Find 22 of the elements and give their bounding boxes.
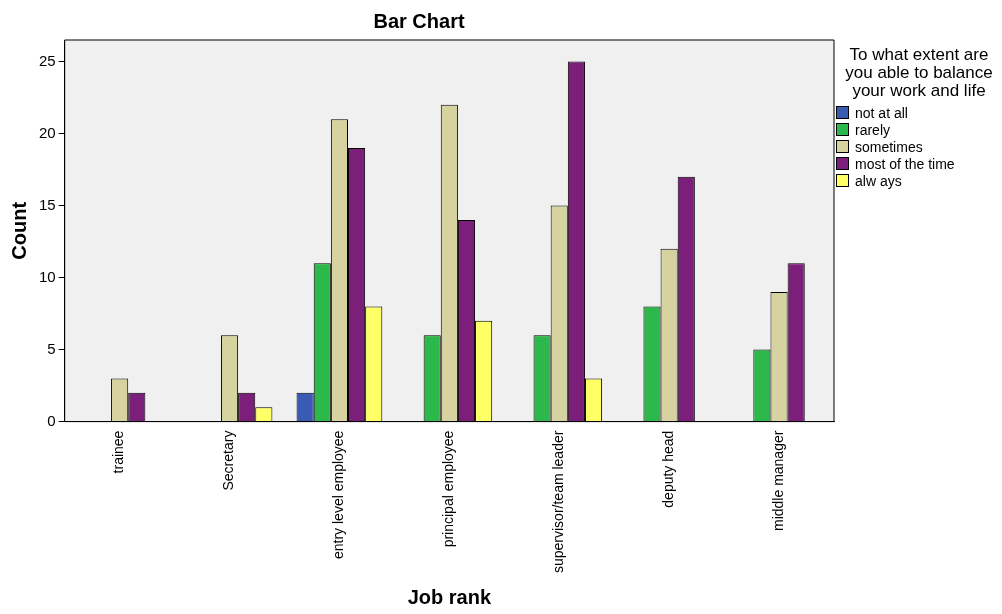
x-tick-label: principal employee xyxy=(440,430,457,548)
y-tick-label: 25 xyxy=(39,51,56,69)
x-tick-label: deputy head xyxy=(660,430,677,508)
x-axis-title: Job rank xyxy=(407,585,492,608)
chart-title: Bar Chart xyxy=(373,9,465,32)
x-tick-label: trainee xyxy=(110,430,127,474)
legend-label: most of the time xyxy=(855,155,955,172)
x-tick-label: middle manager xyxy=(769,430,786,531)
y-tick-label: 20 xyxy=(39,123,56,141)
legend-label: not at all xyxy=(855,104,908,121)
y-tick-label: 15 xyxy=(39,195,56,213)
legend-title: To what extent are you able to balance your work and life xyxy=(844,45,994,100)
x-tick-label: Secretary xyxy=(220,430,237,491)
x-tick-label: supervisor/team leader xyxy=(550,430,567,574)
legend-label: alw ays xyxy=(855,172,902,189)
x-tick-label: entry level employee xyxy=(330,430,347,560)
legend-label: rarely xyxy=(855,121,891,138)
y-axis-title: Count xyxy=(7,201,30,260)
y-tick-label: 10 xyxy=(39,267,56,285)
legend-label: sometimes xyxy=(855,138,923,155)
y-tick-label: 0 xyxy=(47,411,56,429)
y-tick-label: 5 xyxy=(47,339,56,357)
